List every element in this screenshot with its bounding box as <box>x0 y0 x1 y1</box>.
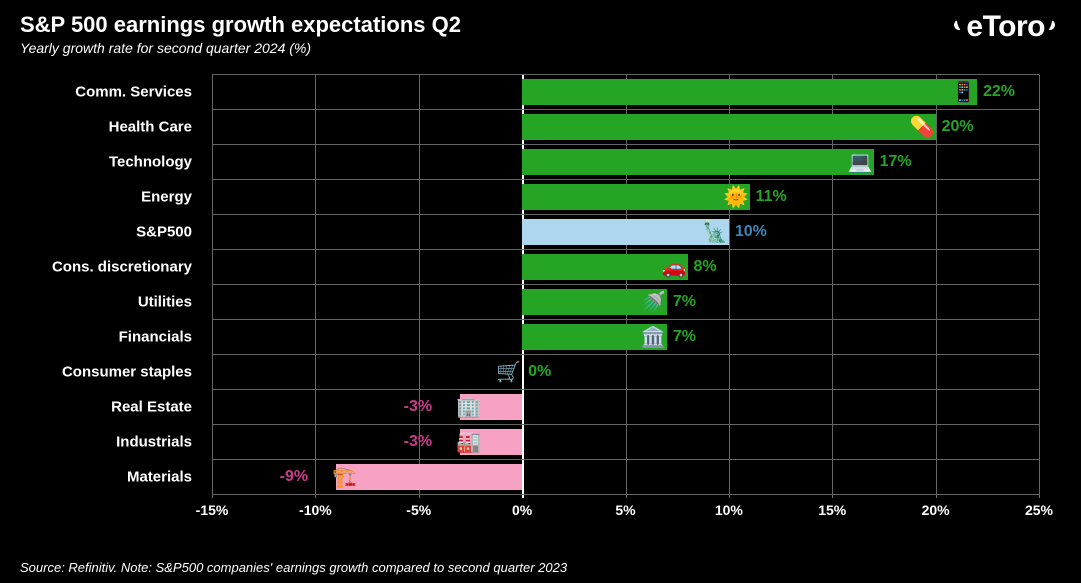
category-icon: 🗽 <box>703 220 728 245</box>
chart-row: 🗽 10% <box>212 215 1039 250</box>
chart-row: 🏭 -3% <box>212 425 1039 460</box>
source-footer: Source: Refinitiv. Note: S&P500 companie… <box>20 560 567 575</box>
value-label: 8% <box>694 258 717 276</box>
value-label: -3% <box>404 433 432 451</box>
category-icon: 🏢 <box>456 395 481 420</box>
chart-row: 🏗️ -9% <box>212 460 1039 495</box>
bar-chart: -15% -10% -5% 0% 5% 10% 15% 20% 25% 📱 22% 💊 20% 💻 17% 🌞… <box>22 74 1059 535</box>
brand-text: eToro <box>966 10 1045 44</box>
chart-title: S&P 500 earnings growth expectations Q2 <box>20 12 1061 38</box>
grid-line <box>1039 75 1040 498</box>
x-tick-label: -15% <box>196 502 229 518</box>
bar <box>336 464 522 490</box>
category-label: Energy <box>22 188 202 205</box>
chart-subtitle: Yearly growth rate for second quarter 20… <box>20 40 1061 56</box>
category-label: Cons. discretionary <box>22 258 202 275</box>
bar <box>522 79 977 105</box>
chart-row: 🌞 11% <box>212 180 1039 215</box>
chart-row: 🛒 0% <box>212 355 1039 390</box>
category-label: Health Care <box>22 118 202 135</box>
category-label: Consumer staples <box>22 363 202 380</box>
category-icon: 💻 <box>848 150 873 175</box>
category-icon: 🌞 <box>724 185 749 210</box>
bar <box>522 184 749 210</box>
x-tick-label: 25% <box>1025 502 1053 518</box>
category-icon: 🚗 <box>662 255 687 280</box>
x-tick-label: -10% <box>299 502 332 518</box>
x-tick-label: 0% <box>512 502 532 518</box>
plot-area: -15%-10%-5%0%5%10%15%20%25%📱22%💊20%💻17%🌞… <box>212 74 1039 494</box>
chart-row: 🏢 -3% <box>212 390 1039 425</box>
chart-row: 💊 20% <box>212 110 1039 145</box>
category-label: Materials <box>22 468 202 485</box>
value-label: -3% <box>404 398 432 416</box>
category-icon: 🏗️ <box>332 465 357 490</box>
value-label: 20% <box>942 118 974 136</box>
category-icon: 🏛️ <box>641 325 666 350</box>
bar <box>522 114 936 140</box>
category-icon: 🛒 <box>496 360 521 385</box>
chart-row: 💻 17% <box>212 145 1039 180</box>
value-label: 7% <box>673 328 696 346</box>
category-icon: 🏭 <box>456 430 481 455</box>
value-label: 22% <box>983 83 1015 101</box>
x-tick-label: -5% <box>406 502 431 518</box>
bar <box>522 219 729 245</box>
chart-row: 📱 22% <box>212 75 1039 110</box>
value-label: 0% <box>528 363 551 381</box>
category-label: Financials <box>22 328 202 345</box>
x-tick-label: 5% <box>615 502 635 518</box>
value-label: 10% <box>735 223 767 241</box>
x-tick-label: 15% <box>818 502 846 518</box>
brand-logo: eToro <box>954 10 1057 44</box>
x-tick-label: 10% <box>715 502 743 518</box>
category-label: Utilities <box>22 293 202 310</box>
value-label: 17% <box>880 153 912 171</box>
chart-row: 🏛️ 7% <box>212 320 1039 355</box>
chart-row: 🚿 7% <box>212 285 1039 320</box>
chart-row: 🚗 8% <box>212 250 1039 285</box>
x-tick-label: 20% <box>922 502 950 518</box>
bull-horn-icon <box>954 20 966 34</box>
category-label: Comm. Services <box>22 83 202 100</box>
category-label: Industrials <box>22 433 202 450</box>
category-label: S&P500 <box>22 223 202 240</box>
category-icon: 🚿 <box>641 290 666 315</box>
value-label: -9% <box>280 468 308 486</box>
bull-horn-icon <box>1045 20 1057 34</box>
value-label: 11% <box>756 188 787 206</box>
category-label: Technology <box>22 153 202 170</box>
category-label: Real Estate <box>22 398 202 415</box>
value-label: 7% <box>673 293 696 311</box>
category-icon: 💊 <box>910 115 935 140</box>
bar <box>522 149 873 175</box>
category-icon: 📱 <box>951 80 976 105</box>
